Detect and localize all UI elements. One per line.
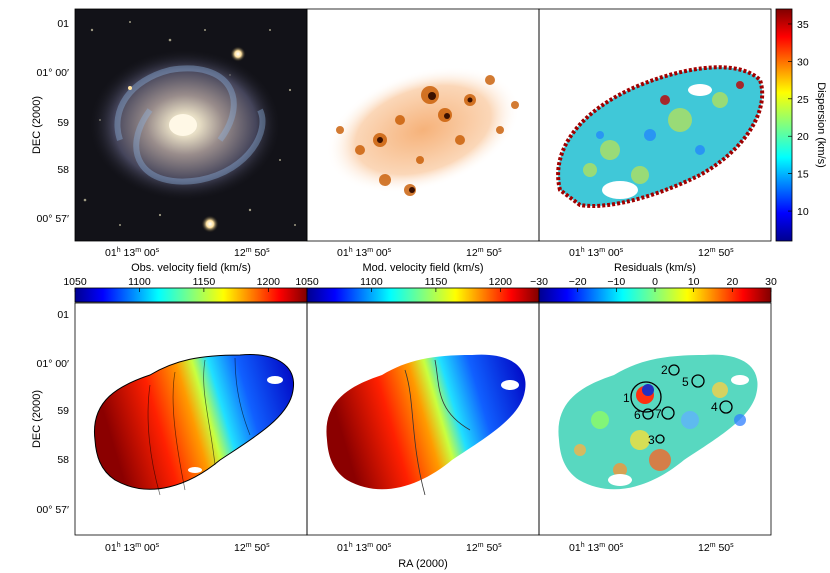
svg-text:01h 13m 00s: 01h 13m 00s: [105, 247, 160, 259]
svg-text:12m 50s: 12m 50s: [698, 542, 734, 554]
region-label-4: 4: [711, 400, 718, 414]
mod-velocity-colorbar-tick-label-2: 1150: [425, 276, 448, 288]
svg-text:12m 50s: 12m 50s: [466, 542, 502, 554]
mod-velocity-colorbar-tick-label-1: 1100: [360, 276, 383, 288]
region-label-2: 2: [661, 363, 668, 377]
region-label-1: 1: [623, 391, 630, 405]
obs-velocity-colorbar-tick-label-0: 1050: [63, 276, 87, 288]
region-label-6: 6: [634, 408, 641, 422]
top-dec-axis: 01 01° 00′ 59 58 00° 57′ DEC (2000): [31, 18, 69, 225]
region-label-3: 3: [648, 433, 655, 447]
mod-velocity-panel: [307, 303, 539, 535]
mod-velocity-colorbar-tick-label-3: 1200: [489, 276, 513, 288]
region-circle-4: [719, 400, 733, 414]
ra-ticks-panel-optical: 01h 13m 00s 12m 50s: [105, 247, 270, 259]
region-labels: 1 2 3 4 5 6 7: [623, 363, 718, 447]
dec-tick-0057: 00° 57′: [37, 213, 69, 225]
obs-velocity-colorbar-tick-label-2: 1150: [193, 276, 216, 288]
obs-velocity-caption: Obs. velocity field (km/s): [131, 262, 251, 274]
obs-velocity-colorbar-tick-label-3: 1200: [257, 276, 281, 288]
dec-tick-58-b: 58: [57, 454, 69, 466]
residuals-panel: [539, 303, 771, 535]
dec-tick-58: 58: [57, 164, 69, 176]
residuals-colorbar-tick-label-4: 10: [688, 276, 700, 288]
mod-velocity-colorbar: 1050 1100 1150 1200: [295, 276, 540, 303]
dispersion-colorbar-tick-label-5: 10: [797, 206, 809, 218]
dec-tick-0100: 01° 00′: [37, 67, 69, 79]
dispersion-colorbar-tick-label-0: 35: [797, 19, 809, 31]
halpha-map-panel: [307, 9, 539, 241]
svg-text:01h 13m 00s: 01h 13m 00s: [337, 542, 392, 554]
region-circle-2: [668, 364, 680, 376]
region-circle-3: [655, 434, 665, 444]
svg-text:01h 13m 00s: 01h 13m 00s: [569, 247, 624, 259]
region-circle-1: [630, 381, 662, 413]
optical-image-panel: [75, 9, 307, 241]
dispersion-map-panel: [539, 9, 771, 241]
dec-tick-01: 01: [57, 18, 69, 30]
residuals-colorbar-tick-label-1: −20: [569, 276, 587, 288]
svg-text:12m 50s: 12m 50s: [234, 247, 270, 259]
svg-text:12m 50s: 12m 50s: [698, 247, 734, 259]
dispersion-colorbar-tick-label-1: 30: [797, 56, 809, 68]
bottom-ra-ticks: 01h 13m 00s 12m 50s 01h 13m 00s 12m 50s …: [105, 542, 734, 554]
dispersion-colorbar-tick-label-3: 20: [797, 131, 809, 143]
svg-text:12m 50s: 12m 50s: [234, 542, 270, 554]
obs-velocity-panel: [75, 303, 307, 535]
svg-text:12m 50s: 12m 50s: [466, 247, 502, 259]
top-ra-ticks: 01h 13m 00s 12m 50s 01h 13m 00s 12m 50s …: [105, 247, 734, 259]
svg-text:01h 13m 00s: 01h 13m 00s: [569, 542, 624, 554]
residuals-colorbar-tick-label-6: 30: [765, 276, 777, 288]
bottom-dec-axis: 01 01° 00′ 59 58 00° 57′ DEC (2000): [31, 309, 69, 516]
region-circle-5: [691, 374, 705, 388]
region-label-7: 7: [655, 407, 662, 421]
svg-text:01h 13m 00s: 01h 13m 00s: [337, 247, 392, 259]
residuals-colorbar-tick-label-5: 20: [726, 276, 738, 288]
dec-tick-01-b: 01: [57, 309, 69, 321]
dispersion-colorbar: 35 30 25 20 15 10 Dispersion (km/s): [775, 8, 827, 242]
region-markers: [630, 364, 733, 444]
top-row-frames: [74, 8, 772, 242]
residuals-colorbar-tick-label-2: −10: [607, 276, 625, 288]
bottom-dec-axis-label: DEC (2000): [31, 390, 43, 448]
bottom-row-frames: [74, 302, 772, 536]
residuals-colorbar: −30 −20 −10 0 10 20 30: [530, 276, 777, 303]
top-dec-axis-label: DEC (2000): [31, 96, 43, 154]
ra-ticks-panel-dispersion: 01h 13m 00s 12m 50s: [569, 247, 734, 259]
region-circle-7: [661, 406, 675, 420]
obs-velocity-colorbar-tick-label-1: 1100: [128, 276, 151, 288]
residuals-colorbar-tick-label-0: −30: [530, 276, 548, 288]
dispersion-colorbar-ticks: 35 30 25 20 15 10: [788, 19, 809, 218]
dispersion-colorbar-tick-label-4: 15: [797, 169, 809, 181]
dispersion-colorbar-label: Dispersion (km/s): [815, 82, 827, 168]
dec-tick-59: 59: [57, 117, 69, 129]
svg-text:01h 13m 00s: 01h 13m 00s: [105, 542, 160, 554]
region-label-5: 5: [682, 375, 689, 389]
dec-tick-59-b: 59: [57, 405, 69, 417]
residuals-caption: Residuals (km/s): [614, 262, 696, 274]
mod-velocity-caption: Mod. velocity field (km/s): [362, 262, 483, 274]
ra-ticks-panel-halpha: 01h 13m 00s 12m 50s: [337, 247, 502, 259]
residuals-colorbar-tick-label-3: 0: [652, 276, 658, 288]
ra-axis-label: RA (2000): [398, 558, 448, 570]
region-circle-6: [642, 408, 654, 420]
dispersion-colorbar-tick-label-2: 25: [797, 94, 809, 106]
obs-velocity-colorbar: 1050 1100 1150 1200: [63, 276, 308, 303]
mod-velocity-colorbar-tick-label-0: 1050: [295, 276, 319, 288]
dec-tick-0057-b: 00° 57′: [37, 504, 69, 516]
dec-tick-0100-b: 01° 00′: [37, 358, 69, 370]
